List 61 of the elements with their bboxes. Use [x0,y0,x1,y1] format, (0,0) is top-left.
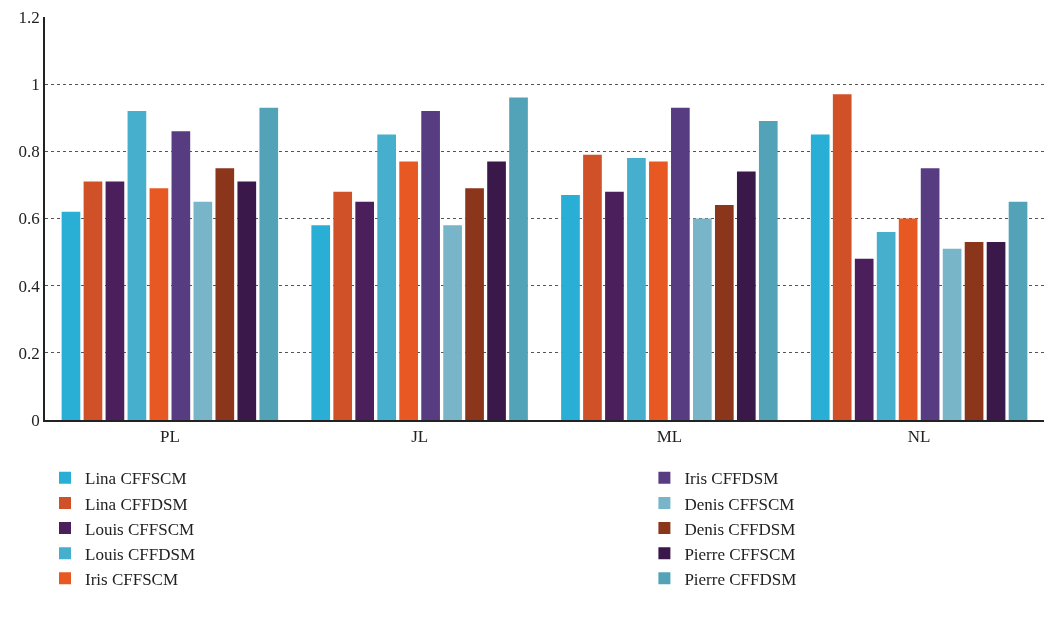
y-tick-label: 0 [31,410,40,430]
bar [465,188,484,420]
x-tick-label: ML [656,427,683,447]
bar [509,97,528,420]
bar [311,225,331,420]
bar [876,231,896,420]
bar [83,181,103,420]
legend-label: Iris CFFSCM [85,569,179,589]
legend-label: Louis CFFDSM [85,544,196,564]
bar [758,121,778,420]
bar [355,201,375,420]
bar [487,161,506,420]
legend-label: Lina CFFDSM [85,494,188,514]
bar [605,191,624,420]
y-tick-label: 0.4 [18,276,41,296]
bar [377,134,396,420]
x-tick-label: NL [907,427,931,447]
y-tick-label: 0.2 [18,343,40,363]
bar [149,188,169,420]
bar [105,181,125,420]
bar [421,111,440,420]
bar [1008,201,1028,420]
y-tick-label: 0.8 [18,142,40,162]
bar [810,134,830,420]
bar [832,94,852,420]
bar [127,111,147,420]
x-tick-label: PL [159,427,180,447]
bar [671,107,690,420]
bar [259,107,279,420]
bar [237,181,257,420]
bar [693,218,712,420]
legend-label: Lina CFFSCM [85,469,187,489]
bar [649,161,668,420]
bar [736,171,756,420]
legend-label: Pierre CFFSCM [684,544,796,564]
bar [399,161,418,420]
y-tick-label: 0.6 [18,209,40,229]
bar [61,211,81,420]
bar [561,194,580,420]
bar [333,191,353,420]
legend-label: Denis CFFSCM [684,494,795,514]
x-tick-label: JL [411,427,429,447]
legend-label: Louis CFFSCM [85,519,195,539]
bar [964,242,984,420]
y-tick-label: 1.2 [18,7,40,27]
legend-label: Denis CFFDSM [684,519,796,539]
bar [854,258,874,420]
bar [193,201,213,420]
legend-label: Iris CFFDSM [684,469,779,489]
bar [215,168,235,420]
bar [171,131,191,420]
bar [920,168,940,420]
bar [583,154,602,420]
bar [714,205,734,420]
legend-label: Pierre CFFDSM [684,569,797,589]
bar [942,248,962,420]
bar [898,218,918,420]
bar [627,158,646,420]
bar [443,225,462,420]
bar [986,242,1006,420]
y-tick-label: 1 [31,75,40,95]
